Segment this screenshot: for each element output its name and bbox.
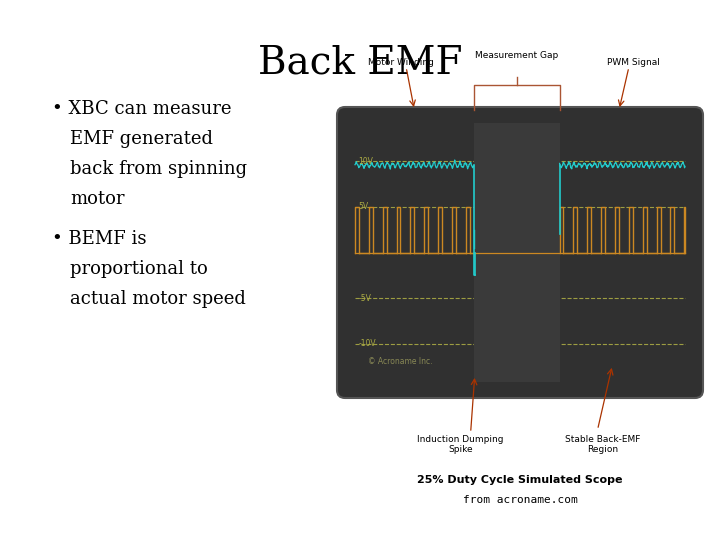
FancyBboxPatch shape bbox=[337, 107, 703, 398]
Text: • XBC can measure: • XBC can measure bbox=[52, 100, 232, 118]
Text: -5V: -5V bbox=[359, 294, 372, 302]
Text: Stable Back-EMF
Region: Stable Back-EMF Region bbox=[564, 435, 640, 454]
Text: -10V: -10V bbox=[359, 339, 376, 348]
Text: Motor Winding: Motor Winding bbox=[368, 58, 434, 67]
Text: Measurement Gap: Measurement Gap bbox=[475, 51, 558, 60]
Text: Induction Dumping
Spike: Induction Dumping Spike bbox=[418, 435, 504, 454]
Text: motor: motor bbox=[70, 190, 125, 208]
Text: 10V: 10V bbox=[359, 157, 373, 166]
Bar bbox=[474, 123, 559, 382]
Text: PWM Signal: PWM Signal bbox=[608, 58, 660, 67]
Text: back from spinning: back from spinning bbox=[70, 160, 247, 178]
Text: from acroname.com: from acroname.com bbox=[463, 495, 577, 505]
Text: proportional to: proportional to bbox=[70, 260, 208, 278]
Text: • BEMF is: • BEMF is bbox=[52, 230, 146, 248]
Text: Back EMF: Back EMF bbox=[258, 45, 462, 82]
Text: actual motor speed: actual motor speed bbox=[70, 290, 246, 308]
Text: © Acroname Inc.: © Acroname Inc. bbox=[368, 357, 433, 366]
Text: 25% Duty Cycle Simulated Scope: 25% Duty Cycle Simulated Scope bbox=[418, 475, 623, 485]
Text: 5V: 5V bbox=[359, 202, 369, 212]
Text: EMF generated: EMF generated bbox=[70, 130, 213, 148]
